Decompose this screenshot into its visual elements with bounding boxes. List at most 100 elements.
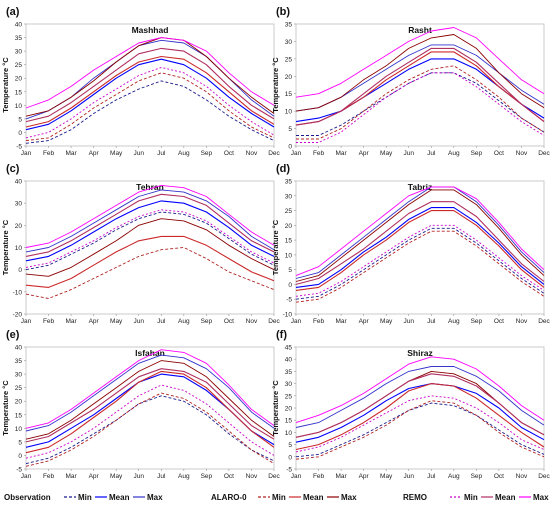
x-tick-label: Oct: [224, 318, 234, 325]
x-tick-label: Sep: [201, 473, 213, 480]
y-axis-label: Temperature °C: [271, 57, 280, 113]
series-line-alaro_max: [25, 218, 275, 277]
y-tick-label: 10: [285, 430, 293, 437]
y-tick-label: 15: [15, 412, 23, 419]
series-line-obs_min: [25, 395, 275, 465]
series-line-alaro_max: [295, 34, 545, 112]
series-line-remo_min: [25, 66, 275, 139]
chart-panel: -5 0 5 10 15 20 25 30 35 40 45 Jan Feb Mar Apr May Jun Ju…: [271, 329, 550, 480]
series-line-obs_min: [25, 80, 275, 144]
y-tick-label: 0: [288, 454, 292, 461]
x-tick-label: Jun: [133, 318, 144, 325]
x-tick-label: May: [110, 473, 123, 480]
series-line-alaro_mean: [25, 55, 275, 128]
legend-label-max: Max: [147, 493, 163, 502]
x-tick-label: Jun: [133, 150, 144, 157]
y-tick-label: 35: [15, 358, 23, 365]
x-tick-label: Apr: [89, 473, 100, 480]
series-line-remo_min: [295, 224, 545, 297]
x-tick-label: Apr: [359, 150, 370, 157]
y-tick-label: -5: [286, 297, 292, 304]
x-tick-label: May: [380, 318, 393, 325]
series-line-alaro_min: [25, 72, 275, 142]
x-tick-label: Sep: [201, 150, 213, 157]
x-tick-label: Oct: [224, 150, 234, 157]
series-line-remo_max: [25, 184, 275, 248]
x-tick-label: Jul: [427, 318, 436, 325]
series-line-obs_mean: [25, 200, 275, 262]
x-tick-label: Apr: [89, 318, 100, 325]
y-tick-label: 35: [15, 35, 23, 42]
y-tick-label: 20: [15, 223, 23, 230]
chart-panel: -20 -10 0 10 20 30 40 Jan Feb Mar Apr May Jun Jul Aug S…: [1, 163, 281, 325]
series-line-remo_min: [25, 209, 275, 268]
y-tick-label: 40: [285, 357, 293, 364]
series-line-obs_mean: [25, 373, 275, 448]
x-tick-label: Jun: [403, 318, 414, 325]
legend-label-min: Min: [464, 493, 478, 502]
x-tick-label: Nov: [516, 318, 528, 325]
x-tick-label: May: [380, 150, 393, 157]
panel-title: Tabriz: [408, 182, 432, 192]
series-line-obs_mean: [295, 207, 545, 288]
y-tick-label: 15: [285, 238, 293, 245]
y-tick-label: 15: [15, 89, 23, 96]
series-line-remo_mean: [295, 201, 545, 285]
x-tick-label: Aug: [178, 150, 190, 157]
y-tick-label: -10: [283, 312, 293, 319]
x-tick-label: May: [110, 318, 123, 325]
panel-label: (e): [6, 329, 20, 341]
series-line-remo_max: [295, 27, 545, 98]
plot-frame: [295, 23, 545, 147]
chart-panel: -5 0 5 10 15 20 25 30 35 40 Jan Feb Mar Apr May Jun Jul A…: [1, 6, 281, 157]
panel-title: Rasht: [408, 25, 432, 35]
x-tick-label: Aug: [178, 473, 190, 480]
panel-title: Mashhad: [132, 25, 169, 35]
series-line-remo_max: [25, 349, 275, 429]
series-line-obs_max: [25, 354, 275, 432]
x-tick-label: Oct: [494, 150, 504, 157]
x-tick-label: Mar: [65, 318, 77, 325]
x-tick-label: Sep: [471, 318, 483, 325]
series-line-remo_mean: [25, 193, 275, 257]
y-tick-label: 5: [18, 439, 22, 446]
y-tick-label: -10: [13, 289, 23, 296]
series-line-remo_min: [296, 72, 545, 143]
y-tick-label: 20: [15, 76, 23, 83]
series-line-obs_min: [296, 72, 545, 136]
x-tick-label: Jan: [291, 150, 302, 157]
y-tick-label: 40: [15, 22, 23, 29]
y-tick-label: 20: [285, 223, 293, 230]
series-line-remo_mean: [295, 47, 545, 126]
series-line-alaro_mean: [295, 383, 545, 451]
x-tick-label: Feb: [43, 318, 55, 325]
x-tick-label: Dec: [268, 150, 280, 157]
series-line-obs_mean: [25, 58, 275, 131]
plot-frame: [295, 180, 545, 315]
x-tick-label: Aug: [448, 473, 460, 480]
x-tick-label: Jan: [291, 473, 302, 480]
series-line-alaro_min: [295, 400, 545, 460]
y-tick-label: 0: [18, 130, 22, 137]
x-tick-label: Jan: [21, 473, 32, 480]
y-tick-label: 0: [18, 267, 22, 274]
series-line-obs_max: [295, 186, 545, 279]
y-tick-label: 10: [15, 245, 23, 252]
series-line-obs_max: [25, 189, 275, 253]
legend-label-mean: Mean: [495, 493, 516, 502]
y-tick-label: 10: [15, 426, 23, 433]
series-line-alaro_max: [295, 370, 545, 438]
series-line-alaro_mean: [25, 370, 275, 454]
y-axis-label: Temperature °C: [271, 380, 280, 436]
series-line-remo_max: [295, 356, 545, 424]
y-tick-label: 10: [15, 103, 23, 110]
x-tick-label: Apr: [359, 318, 370, 325]
chart-panel: 0 5 10 15 20 25 30 35 Jan Feb Mar Apr May Jun Jul Aug Se…: [271, 6, 550, 157]
series-line-remo_mean: [25, 368, 275, 443]
legend-label-max: Max: [533, 493, 549, 502]
series-line-obs_mean: [295, 383, 545, 443]
x-tick-label: Feb: [313, 150, 325, 157]
y-tick-label: -5: [286, 467, 292, 474]
y-tick-label: 30: [285, 193, 293, 200]
x-tick-label: May: [380, 473, 393, 480]
